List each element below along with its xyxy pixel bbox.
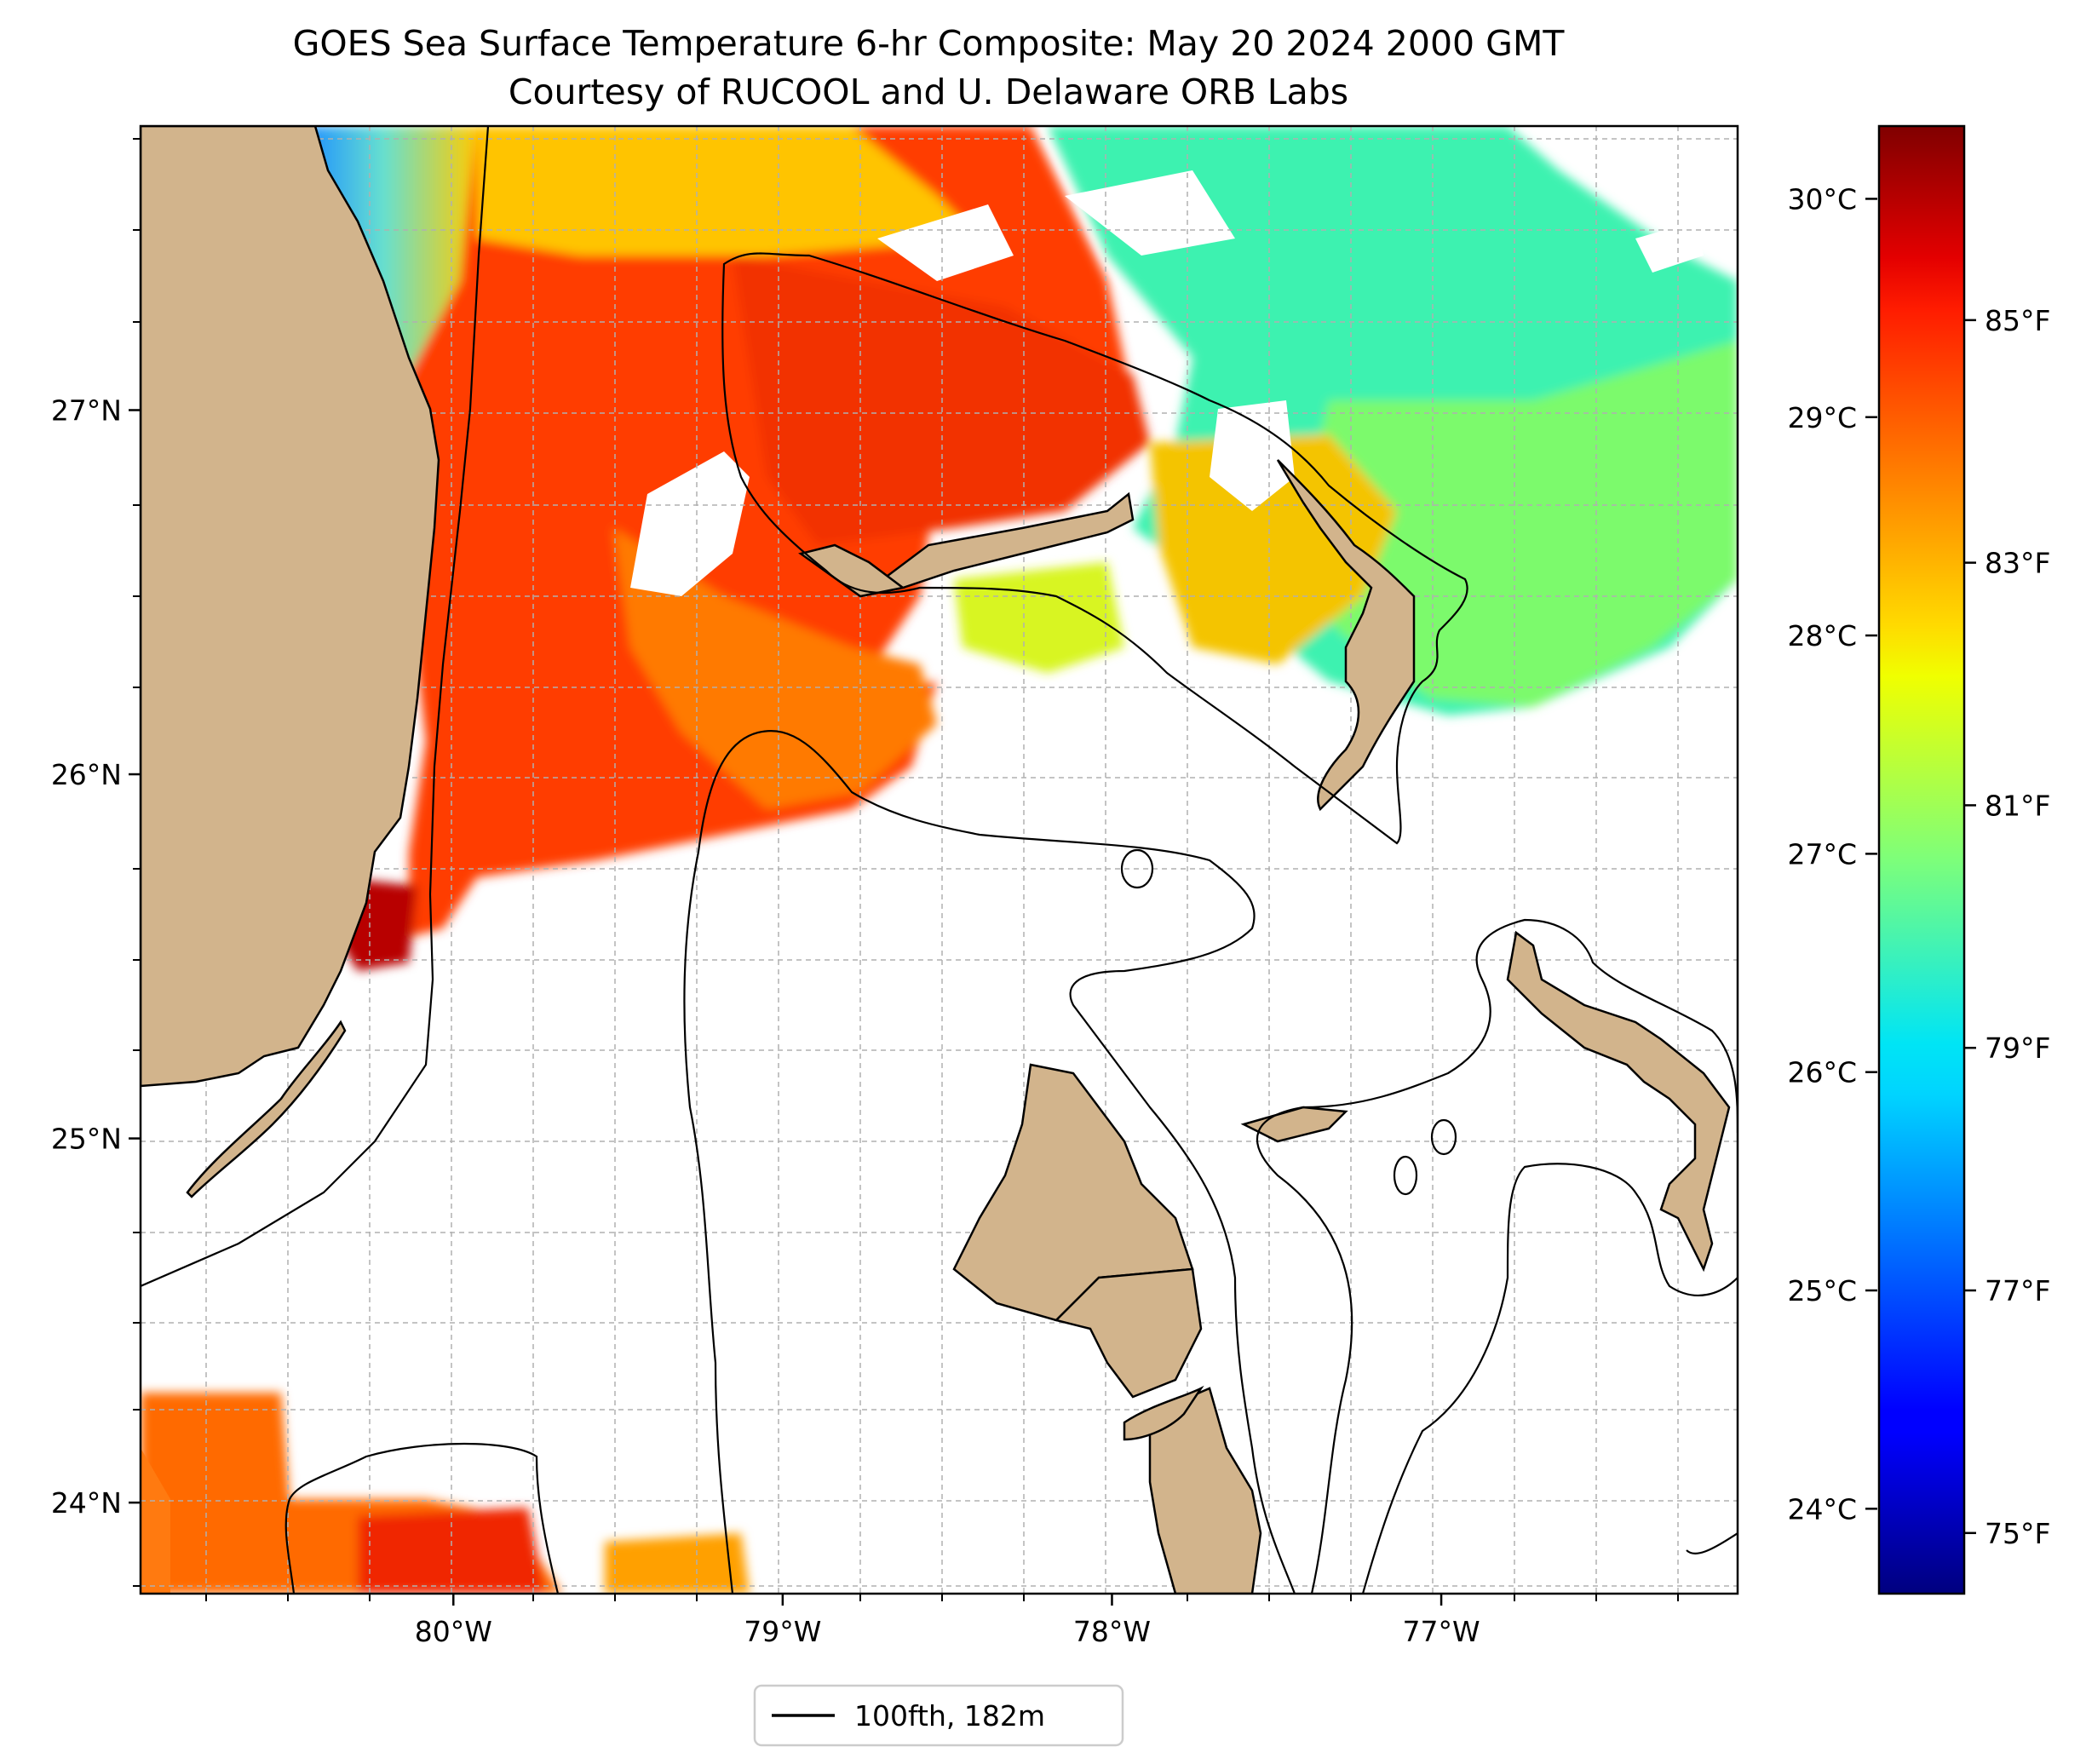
map-panel: 80°W 79°W 78°W 77°W 27°N 26°N 25°N 24°N <box>51 124 1739 1648</box>
graticule <box>141 126 1738 1594</box>
longitude-axis: 80°W 79°W 78°W 77°W <box>415 1594 1480 1648</box>
colorbar-f-tick-label: 83°F <box>1985 547 2050 580</box>
lat-tick-label: 27°N <box>51 394 122 427</box>
colorbar-c-tick-label: 28°C <box>1787 619 1857 652</box>
lon-tick-label: 79°W <box>744 1615 821 1648</box>
colorbar-c-tick-label: 27°C <box>1787 837 1857 871</box>
great-abaco <box>1276 459 1416 812</box>
colorbar-c-tick-label: 24°C <box>1787 1492 1857 1526</box>
andros-strip <box>1123 1385 1204 1441</box>
straits-orange-patch <box>605 1533 750 1594</box>
colorbar-c-tick-label: 30°C <box>1787 182 1857 215</box>
lon-tick-label: 77°W <box>1402 1615 1480 1648</box>
colorbar-c-tick-label: 29°C <box>1787 401 1857 434</box>
florida-peninsula <box>141 126 440 1088</box>
legend-label: 100fth, 182m <box>854 1699 1045 1732</box>
andros-south <box>1054 1267 1203 1399</box>
colorbar-f-tick-label: 75°F <box>1985 1517 2050 1550</box>
colorbar-f-tick-label: 79°F <box>1985 1031 2050 1065</box>
florida-keys <box>186 1020 347 1198</box>
colorbar-c-tick-label: 26°C <box>1787 1056 1857 1089</box>
colorbar-celsius-axis: 30°C 29°C 28°C 27°C 26°C 25°C 24°C <box>1787 182 1877 1526</box>
lbb-warm-water <box>733 256 1150 545</box>
lat-tick-label: 24°N <box>51 1486 122 1520</box>
colorbar-f-tick-label: 81°F <box>1985 789 2050 822</box>
colorbar: 85°F 83°F 81°F 79°F 77°F 75°F 30°C 29°C 28°C 27°… <box>1787 124 2050 1595</box>
eleuthera <box>1506 930 1731 1273</box>
legend: 100fth, 182m <box>753 1684 1124 1747</box>
title-line-2: Courtesy of RUCOOL and U. Delaware ORB L… <box>509 72 1348 112</box>
colorbar-c-tick-label: 25°C <box>1787 1274 1857 1307</box>
gulf-stream-orange-edge <box>613 528 937 809</box>
lat-tick-label: 25°N <box>51 1123 122 1156</box>
colorbar-frame <box>1877 124 1966 1595</box>
minor-ticks <box>133 138 1679 1601</box>
colorbar-gradient <box>1879 126 1964 1594</box>
no-data-areas <box>141 170 1704 1594</box>
map-frame <box>139 124 1739 1595</box>
colorbar-f-tick-label: 85°F <box>1985 304 2050 337</box>
grand-bahama-west <box>798 543 905 598</box>
grand-bahama <box>859 491 1135 598</box>
colorbar-f-tick-label: 77°F <box>1985 1274 2050 1307</box>
bathymetry-100fth-contours <box>141 126 1738 1594</box>
latitude-axis: 27°N 26°N 25°N 24°N <box>51 394 141 1520</box>
title-line-1: GOES Sea Surface Temperature 6-hr Compos… <box>293 23 1566 64</box>
colorbar-fahrenheit-axis: 85°F 83°F 81°F 79°F 77°F 75°F <box>1964 304 2050 1550</box>
lon-tick-label: 78°W <box>1073 1615 1151 1648</box>
northern-yellow-water <box>477 126 980 256</box>
lon-tick-label: 80°W <box>415 1615 492 1648</box>
lat-tick-label: 26°N <box>51 758 122 791</box>
land <box>141 126 1731 1594</box>
andros-southeast <box>1148 1387 1262 1594</box>
legend-box <box>753 1684 1124 1747</box>
